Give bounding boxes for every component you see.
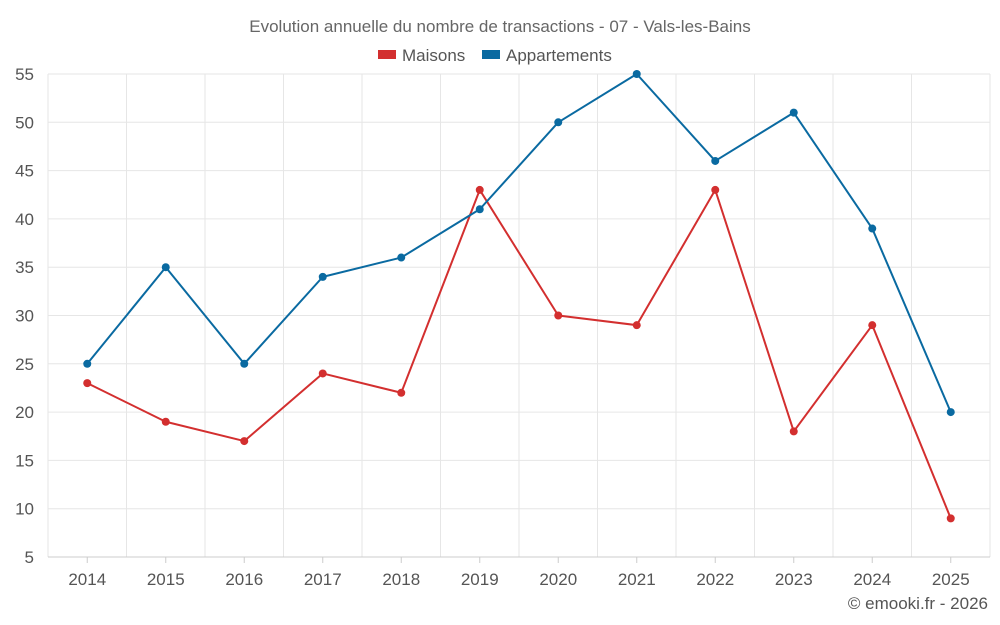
x-tick-label: 2015 [147, 570, 185, 589]
data-point-appartements-2018[interactable] [397, 253, 406, 262]
x-tick-label: 2018 [382, 570, 420, 589]
x-tick-label: 2024 [853, 570, 891, 589]
x-tick-label: 2014 [68, 570, 106, 589]
x-tick-label: 2020 [539, 570, 577, 589]
x-tick-label: 2023 [775, 570, 813, 589]
y-tick-label: 55 [15, 65, 34, 84]
data-point-maisons-2022[interactable] [711, 185, 720, 194]
y-tick-label: 10 [15, 500, 34, 519]
x-axis: 2014 2015 2016 2017 2018 2019 2020 2021 2022 2023… [48, 556, 990, 589]
data-point-maisons-2020[interactable] [554, 311, 563, 320]
data-point-maisons-2025[interactable] [946, 514, 955, 523]
x-tick-label: 2016 [225, 570, 263, 589]
legend-swatch-appartements [482, 50, 500, 59]
legend-label-appartements[interactable]: Appartements [506, 46, 612, 65]
y-axis: 5 10 15 20 25 30 35 40 45 50 55 [15, 65, 34, 567]
data-point-maisons-2019[interactable] [475, 185, 484, 194]
y-tick-label: 40 [15, 210, 34, 229]
y-tick-label: 50 [15, 113, 34, 132]
data-point-appartements-2015[interactable] [161, 263, 170, 272]
data-point-appartements-2016[interactable] [240, 359, 249, 368]
data-point-maisons-2014[interactable] [83, 379, 92, 388]
data-point-maisons-2017[interactable] [318, 369, 327, 378]
data-point-appartements-2020[interactable] [554, 118, 563, 127]
data-point-maisons-2021[interactable] [632, 321, 641, 330]
data-point-appartements-2025[interactable] [946, 408, 955, 417]
x-tick-label: 2025 [932, 570, 970, 589]
series-line-maisons [86, 188, 952, 519]
data-point-maisons-2018[interactable] [397, 388, 406, 397]
data-point-maisons-2024[interactable] [868, 321, 877, 330]
data-point-appartements-2014[interactable] [83, 359, 92, 368]
data-point-maisons-2015[interactable] [161, 417, 170, 426]
y-tick-label: 20 [15, 403, 34, 422]
data-point-maisons-2016[interactable] [240, 437, 249, 446]
x-tick-label: 2022 [696, 570, 734, 589]
series [83, 70, 955, 523]
y-tick-label: 15 [15, 451, 34, 470]
data-point-maisons-2023[interactable] [789, 427, 798, 436]
x-tick-label: 2021 [618, 570, 656, 589]
legend: Maisons Appartements [378, 46, 612, 65]
data-point-appartements-2019[interactable] [475, 205, 484, 214]
data-point-appartements-2024[interactable] [868, 224, 877, 233]
y-tick-label: 5 [25, 548, 34, 567]
grid [47, 73, 991, 558]
y-tick-label: 30 [15, 307, 34, 326]
data-point-appartements-2017[interactable] [318, 272, 327, 281]
y-tick-label: 45 [15, 162, 34, 181]
data-point-appartements-2021[interactable] [632, 70, 641, 78]
legend-label-maisons[interactable]: Maisons [402, 46, 465, 65]
legend-swatch-maisons [378, 50, 396, 59]
series-line-appartements [86, 73, 952, 413]
chart-title: Evolution annuelle du nombre de transact… [249, 17, 750, 36]
x-tick-label: 2017 [304, 570, 342, 589]
x-tick-label: 2019 [461, 570, 499, 589]
credit-text: © emooki.fr - 2026 [848, 594, 988, 613]
y-tick-label: 35 [15, 258, 34, 277]
data-point-appartements-2023[interactable] [789, 108, 798, 117]
data-point-appartements-2022[interactable] [711, 156, 720, 165]
y-tick-label: 25 [15, 355, 34, 374]
